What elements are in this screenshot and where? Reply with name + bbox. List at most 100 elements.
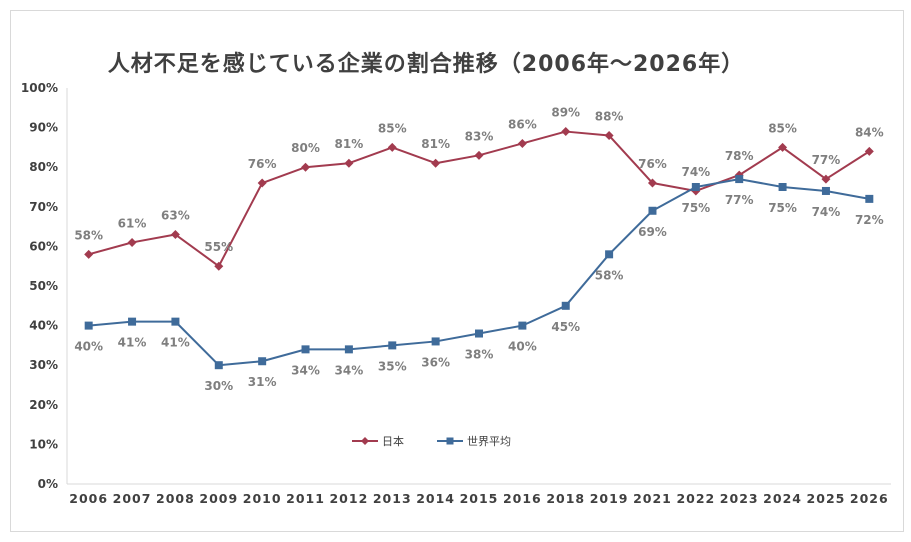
x-tick-label: 2010	[243, 491, 282, 506]
data-label: 81%	[335, 137, 364, 151]
legend-marker	[361, 437, 369, 445]
data-label: 78%	[725, 149, 754, 163]
data-point-marker	[561, 301, 570, 310]
data-point-marker	[170, 230, 180, 240]
y-tick-label: 80%	[29, 160, 58, 174]
series-layer: 58% 61% 63% 55% 76% 80% 81% 85% 81% 83% 86% 89% 88% 7…	[74, 106, 883, 394]
data-label: 55%	[204, 240, 233, 254]
x-tick-label: 2016	[503, 491, 542, 506]
data-point-marker	[821, 174, 831, 184]
x-tick-label: 2022	[676, 491, 715, 506]
x-tick-label: 2023	[720, 491, 759, 506]
data-label: 88%	[595, 110, 624, 124]
data-point-marker	[778, 142, 788, 152]
data-label: 75%	[768, 201, 797, 215]
data-point-marker	[474, 150, 484, 160]
data-label: 63%	[161, 209, 190, 223]
data-label: 58%	[74, 228, 103, 242]
data-point-marker	[648, 206, 657, 215]
y-tick-label: 20%	[29, 398, 58, 412]
x-tick-label: 2021	[633, 491, 672, 506]
data-label: 81%	[421, 137, 450, 151]
data-point-marker	[605, 250, 614, 259]
data-label: 34%	[335, 363, 364, 377]
data-label: 83%	[465, 129, 494, 143]
data-label: 69%	[638, 225, 667, 239]
data-point-marker	[864, 146, 874, 156]
x-tick-label: 2018	[546, 491, 585, 506]
data-label: 41%	[118, 336, 147, 350]
data-point-marker	[518, 321, 527, 330]
data-label: 76%	[638, 157, 667, 171]
legend-label: 日本	[382, 434, 404, 448]
data-point-marker	[128, 317, 137, 326]
data-label: 40%	[508, 340, 537, 354]
data-point-marker	[84, 249, 94, 259]
legend-label: 世界平均	[467, 435, 511, 448]
data-point-marker	[735, 175, 744, 184]
data-point-marker	[344, 158, 354, 168]
data-point-marker	[821, 186, 830, 195]
data-label: 36%	[421, 355, 450, 369]
data-label: 74%	[812, 205, 841, 219]
series-world-average: 40% 41% 41% 30% 31% 34% 34% 35% 36% 38% 40% 45% 58% 6…	[74, 175, 884, 393]
y-tick-label: 0%	[38, 477, 58, 491]
x-tick-label: 2006	[69, 491, 108, 506]
x-tick-label: 2026	[850, 491, 889, 506]
y-tick-label: 40%	[29, 319, 58, 333]
data-point-marker	[647, 178, 657, 188]
data-point-marker	[258, 357, 267, 366]
data-label: 85%	[768, 121, 797, 135]
y-tick-label: 10%	[29, 437, 58, 451]
data-point-marker	[387, 142, 397, 152]
x-tick-label: 2024	[763, 491, 802, 506]
y-tick-label: 60%	[29, 239, 58, 253]
data-point-marker	[561, 127, 571, 137]
data-point-marker	[388, 341, 397, 350]
x-tick-label: 2011	[286, 491, 325, 506]
chart-title: 人材不足を感じている企業の割合推移（2006年～2026年）	[108, 51, 744, 77]
legend-item: 日本	[352, 434, 404, 448]
x-tick-label: 2014	[416, 491, 455, 506]
series-japan: 58% 61% 63% 55% 76% 80% 81% 85% 81% 83% 86% 89% 88% 7…	[74, 106, 884, 271]
data-label: 86%	[508, 117, 537, 131]
x-tick-label: 2025	[807, 491, 846, 506]
data-label: 77%	[812, 153, 841, 167]
data-point-marker	[431, 158, 441, 168]
x-tick-label: 2013	[373, 491, 412, 506]
x-tick-label: 2012	[329, 491, 368, 506]
data-point-marker	[301, 162, 311, 172]
legend-item: 世界平均	[437, 435, 511, 448]
data-point-marker	[604, 131, 614, 141]
y-tick-label: 100%	[21, 81, 58, 95]
data-label: 89%	[551, 106, 580, 120]
data-label: 72%	[855, 213, 884, 227]
data-label: 75%	[681, 201, 710, 215]
data-point-marker	[84, 321, 93, 330]
data-label: 45%	[551, 320, 580, 334]
data-label: 84%	[855, 125, 884, 139]
data-point-marker	[214, 261, 224, 271]
data-label: 31%	[248, 375, 277, 389]
data-label: 30%	[204, 379, 233, 393]
x-axis-ticks: 2006 2007 2008 2009 2010 2011 2012 2013 2014 2015…	[69, 491, 889, 506]
data-point-marker	[301, 345, 310, 354]
data-point-marker	[778, 183, 787, 191]
data-point-marker	[257, 178, 267, 188]
data-point-marker	[171, 317, 180, 326]
y-tick-label: 50%	[29, 279, 58, 293]
legend: 日本 世界平均	[352, 434, 511, 448]
y-tick-label: 70%	[29, 200, 58, 214]
data-point-marker	[127, 237, 137, 247]
chart-frame	[10, 10, 904, 532]
x-tick-label: 2009	[199, 491, 238, 506]
data-label: 77%	[725, 193, 754, 207]
y-tick-label: 30%	[29, 358, 58, 372]
x-tick-label: 2019	[590, 491, 629, 506]
data-point-marker	[691, 183, 700, 191]
data-label: 40%	[74, 340, 103, 354]
data-label: 76%	[248, 157, 277, 171]
y-axis-ticks: 0% 10% 20% 30% 40% 50% 60% 70% 80% 90% 100%	[21, 81, 58, 491]
data-label: 41%	[161, 336, 190, 350]
data-label: 85%	[378, 121, 407, 135]
